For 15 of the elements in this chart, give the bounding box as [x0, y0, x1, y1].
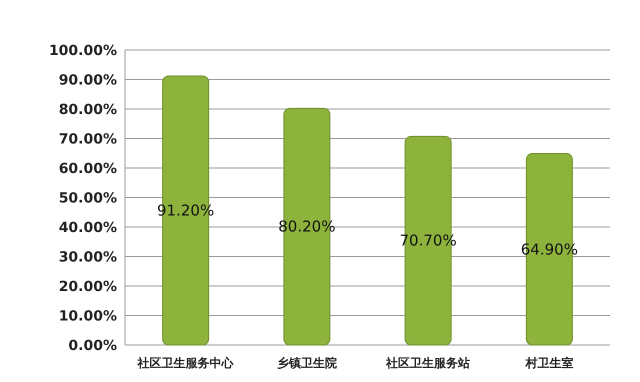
y-tick-label: 70.00% [58, 132, 117, 148]
y-tick-label: 100.00% [48, 43, 117, 59]
x-tick-label: 村卫生室 [524, 356, 574, 370]
y-tick-label: 10.00% [58, 308, 117, 324]
y-tick-label: 30.00% [58, 250, 117, 266]
x-tick-label: 社区卫生服务站 [385, 356, 470, 370]
y-tick-label: 90.00% [58, 72, 117, 88]
x-tick-label: 乡镇卫生院 [276, 356, 337, 370]
y-tick-label: 40.00% [58, 220, 117, 236]
y-tick-label: 80.00% [58, 102, 117, 118]
x-tick-label: 社区卫生服务中心 [136, 356, 235, 370]
y-tick-label: 50.00% [58, 190, 117, 206]
y-tick-label: 20.00% [58, 279, 117, 295]
y-tick-label: 0.00% [68, 338, 117, 354]
y-tick-label: 60.00% [58, 161, 117, 177]
